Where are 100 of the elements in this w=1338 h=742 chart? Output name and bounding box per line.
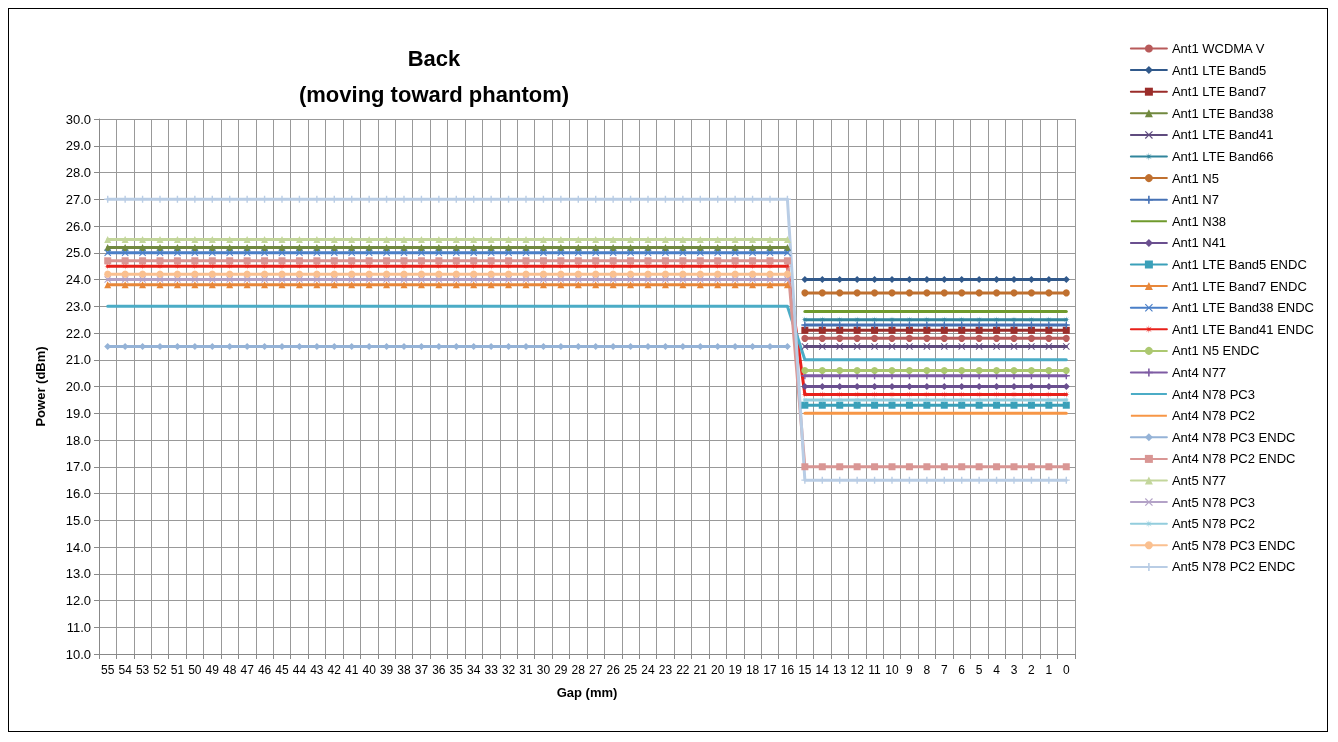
x-tick-label: 54 (118, 663, 133, 677)
point (783, 257, 791, 265)
point (156, 235, 164, 243)
point (940, 463, 948, 471)
legend-label: Ant1 LTE Band66 (1171, 149, 1274, 164)
y-tick-label: 23.0 (65, 298, 91, 314)
point (1027, 366, 1035, 374)
point (261, 281, 269, 289)
x-tick-label: 37 (414, 663, 429, 677)
point (208, 235, 216, 243)
x-tick-label: 31 (519, 663, 533, 677)
point (104, 270, 112, 278)
point (522, 235, 530, 243)
point (261, 235, 269, 243)
x-tick-label: 5 (975, 663, 983, 677)
point (226, 270, 234, 278)
x-tick-label: 26 (606, 663, 621, 677)
point (818, 289, 826, 297)
legend-label: Ant1 LTE Band5 (1171, 62, 1267, 78)
point (749, 281, 757, 289)
point (714, 249, 722, 257)
y-tick-label: 17.0 (65, 459, 91, 475)
point (975, 366, 983, 374)
legend-label: Ant4 N78 PC3 (1171, 386, 1255, 402)
point (644, 281, 652, 289)
point (226, 235, 234, 243)
point (888, 366, 896, 374)
point (208, 257, 216, 265)
point (121, 249, 129, 257)
point (661, 270, 669, 278)
point (871, 289, 879, 297)
y-tick-label: 14.0 (65, 539, 91, 555)
x-tick-label: 42 (327, 663, 342, 677)
point (801, 334, 809, 342)
x-tick-label: 14 (815, 663, 830, 677)
point (958, 326, 966, 334)
point (1027, 289, 1035, 297)
point (121, 235, 129, 243)
x-tick-label: 32 (501, 663, 516, 677)
point (173, 270, 181, 278)
x-tick-label: 44 (292, 663, 307, 677)
point (679, 270, 687, 278)
legend-label: Ant1 N5 (1171, 170, 1219, 186)
point (365, 276, 373, 283)
point (1045, 366, 1053, 374)
point (993, 334, 1001, 342)
point (1045, 401, 1053, 409)
point (1010, 366, 1018, 374)
point (295, 281, 303, 289)
point (592, 270, 600, 278)
x-tick-label: 11 (868, 663, 882, 677)
point (487, 235, 495, 243)
point (609, 276, 617, 283)
point (766, 257, 774, 265)
point (435, 270, 443, 278)
point (539, 270, 547, 278)
point (139, 235, 147, 243)
point (191, 276, 199, 283)
point (975, 463, 983, 471)
x-tick-label: 20 (711, 663, 725, 677)
point (871, 401, 879, 409)
point (783, 281, 791, 289)
point (261, 270, 269, 278)
point (993, 463, 1001, 471)
point (801, 326, 809, 334)
point (295, 249, 303, 257)
point (940, 401, 948, 409)
point (383, 281, 391, 289)
point (818, 366, 826, 374)
point (435, 276, 443, 283)
point (156, 257, 164, 265)
point (1062, 289, 1070, 297)
x-tick-label: 1 (1045, 663, 1053, 677)
x-tick-label: 30 (536, 663, 551, 677)
legend-label: Ant5 N78 PC3 (1171, 494, 1255, 510)
y-tick-label: 26.0 (65, 218, 91, 234)
point (627, 257, 635, 265)
point (696, 270, 704, 278)
x-tick-label: 7 (940, 663, 948, 677)
y-axis-title: Power (dBm) (33, 346, 48, 427)
point (121, 270, 129, 278)
point (888, 326, 896, 334)
point (592, 249, 600, 257)
point (487, 270, 495, 278)
point (139, 249, 147, 257)
point (975, 401, 983, 409)
point (243, 270, 251, 278)
point (1045, 289, 1053, 297)
point (261, 257, 269, 265)
x-tick-label: 16 (780, 663, 795, 677)
point (539, 235, 547, 243)
point (783, 249, 791, 257)
y-tick-label: 12.0 (65, 593, 91, 608)
point (278, 281, 286, 289)
point (557, 257, 565, 265)
point (470, 257, 478, 265)
point (836, 326, 844, 334)
point (1062, 463, 1070, 471)
point (993, 401, 1001, 409)
point (1027, 463, 1035, 471)
